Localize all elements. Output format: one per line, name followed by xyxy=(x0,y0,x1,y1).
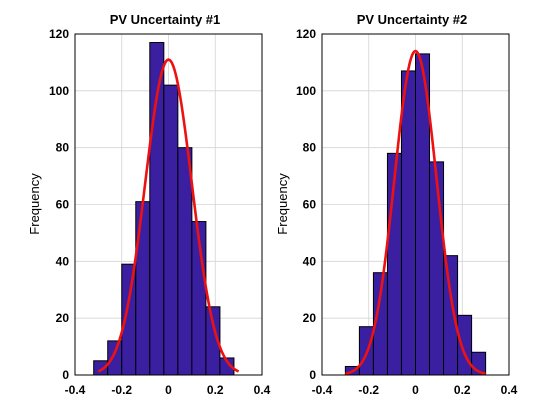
histogram-panel-1: PV Uncertainty #1 Frequency -0.4 -0.2 0 0.2… xyxy=(27,12,271,397)
x-tick-label: -0.2 xyxy=(111,383,132,397)
y-tick-label: 100 xyxy=(296,84,316,98)
axes-box xyxy=(74,33,263,376)
y-tick-label: 80 xyxy=(303,141,317,155)
histogram-bar xyxy=(163,84,179,376)
y-tick-label: 120 xyxy=(296,27,316,41)
x-tick-label: 0 xyxy=(165,383,172,397)
y-tick-label: 0 xyxy=(62,368,69,382)
histogram-bar xyxy=(400,70,417,376)
x-tick-label: -0.4 xyxy=(65,383,86,397)
x-tick-label: -0.4 xyxy=(312,383,333,397)
x-tick-labels: -0.4 -0.2 0 0.2 0.4 xyxy=(312,383,518,397)
y-tick-label: 0 xyxy=(309,368,316,382)
histogram-bar xyxy=(107,340,123,376)
y-axis-label: Frequency xyxy=(275,173,290,235)
histogram-bar xyxy=(457,314,473,376)
y-tick-label: 40 xyxy=(56,254,70,268)
y-tick-label: 20 xyxy=(303,311,317,325)
normal-fit-curve xyxy=(345,49,486,376)
bars xyxy=(344,53,487,376)
histogram-bar xyxy=(135,201,151,376)
x-tick-label: 0.4 xyxy=(501,383,518,397)
x-tick-label: 0.2 xyxy=(454,383,471,397)
y-tick-labels: 0 20 40 60 80 100 120 xyxy=(49,27,69,382)
histogram-bar xyxy=(429,161,445,376)
x-tick-labels: -0.4 -0.2 0 0.2 0.4 xyxy=(65,383,271,397)
axes-box xyxy=(321,33,510,376)
y-tick-label: 100 xyxy=(49,84,69,98)
x-tick-label: -0.2 xyxy=(358,383,379,397)
histogram-bar xyxy=(177,147,193,376)
y-tick-labels: 0 20 40 60 80 100 120 xyxy=(296,27,316,382)
y-tick-label: 20 xyxy=(56,311,70,325)
x-tick-label: 0.2 xyxy=(207,383,224,397)
y-tick-label: 60 xyxy=(56,198,70,212)
fit-curve-line xyxy=(97,58,240,373)
y-tick-label: 80 xyxy=(56,141,70,155)
y-tick-label: 60 xyxy=(303,198,317,212)
y-tick-label: 40 xyxy=(303,254,317,268)
chart-title: PV Uncertainty #1 xyxy=(110,12,221,27)
x-tick-label: 0.4 xyxy=(254,383,271,397)
chart-title: PV Uncertainty #2 xyxy=(357,12,468,27)
histogram-panel-2: PV Uncertainty #2 Frequency -0.4 -0.2 0 0.2… xyxy=(275,12,518,397)
normal-fit-curve xyxy=(97,58,240,373)
y-axis-label: Frequency xyxy=(27,173,42,235)
fit-curve-line xyxy=(345,49,486,376)
y-tick-label: 120 xyxy=(49,27,69,41)
x-tick-label: 0 xyxy=(412,383,419,397)
